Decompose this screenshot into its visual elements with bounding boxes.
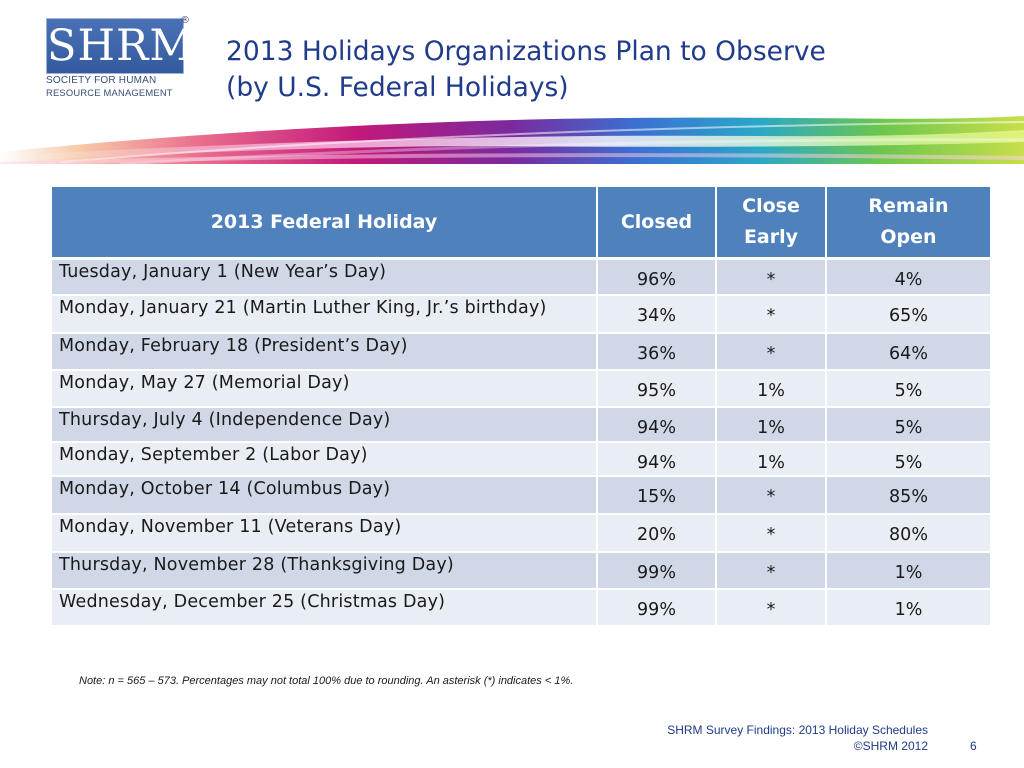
logo-mark: SHRM bbox=[46, 18, 193, 74]
swoosh-graphic bbox=[0, 116, 1024, 164]
table-header-row: 2013 Federal Holiday Closed Close Early … bbox=[52, 187, 990, 260]
remain-open-cell: 1% bbox=[826, 588, 990, 627]
closed-cell: 36% bbox=[597, 332, 717, 371]
remain-open-cell: 65% bbox=[826, 294, 990, 334]
closed-cell: 99% bbox=[597, 551, 717, 590]
header-remain-open-line-2: Open bbox=[880, 226, 937, 248]
table-row: Monday, November 11 (Veterans Day) 20% * 80… bbox=[52, 513, 990, 553]
footer-source: SHRM Survey Findings: 2013 Holiday Sched… bbox=[667, 723, 928, 737]
closed-cell: 96% bbox=[597, 258, 717, 296]
closed-cell: 95% bbox=[597, 369, 717, 408]
remain-open-cell: 1% bbox=[826, 551, 990, 590]
table-row: Thursday, November 28 (Thanksgiving Day)… bbox=[52, 551, 990, 590]
remain-open-cell: 85% bbox=[826, 475, 990, 515]
holiday-cell: Thursday, July 4 (Independence Day) bbox=[52, 406, 598, 443]
holiday-cell: Monday, November 11 (Veterans Day) bbox=[52, 513, 598, 553]
holiday-cell: Monday, February 18 (President’s Day) bbox=[52, 332, 598, 371]
close-early-cell: 1% bbox=[716, 369, 827, 408]
logo-line-1: SOCIETY FOR HUMAN bbox=[46, 75, 157, 86]
remain-open-cell: 4% bbox=[826, 258, 990, 296]
decorative-swoosh-band bbox=[0, 112, 1024, 164]
header-remain-open: Remain Open bbox=[826, 187, 990, 260]
remain-open-cell: 5% bbox=[826, 406, 990, 443]
table-row: Tuesday, January 1 (New Year’s Day) 96% * 4… bbox=[52, 258, 990, 296]
remain-open-cell: 5% bbox=[826, 369, 990, 408]
closed-cell: 94% bbox=[597, 406, 717, 443]
table-row: Thursday, July 4 (Independence Day) 94% 1%… bbox=[52, 406, 990, 443]
slide-footer: SHRM Survey Findings: 2013 Holiday Sched… bbox=[667, 722, 928, 754]
footer-copyright: ©SHRM 2012 bbox=[853, 739, 928, 753]
slide-title: 2013 Holidays Organizations Plan to Obse… bbox=[226, 34, 986, 106]
slide-title-line-1: 2013 Holidays Organizations Plan to Obse… bbox=[226, 36, 826, 67]
header-close-early-line-1: Close bbox=[742, 195, 800, 217]
remain-open-cell: 64% bbox=[826, 332, 990, 371]
shrm-logo: SHRM ® SOCIETY FOR HUMAN RESOURCE MANAGE… bbox=[46, 15, 193, 102]
closed-cell: 20% bbox=[597, 513, 717, 553]
header-close-early-line-2: Early bbox=[743, 226, 799, 248]
holiday-cell: Tuesday, January 1 (New Year’s Day) bbox=[52, 258, 598, 296]
holiday-table: 2013 Federal Holiday Closed Close Early … bbox=[52, 187, 990, 627]
close-early-cell: * bbox=[716, 551, 827, 590]
holiday-cell: Monday, May 27 (Memorial Day) bbox=[52, 369, 598, 408]
page-number: 6 bbox=[970, 739, 977, 753]
close-early-cell: 1% bbox=[716, 406, 827, 443]
close-early-cell: * bbox=[716, 294, 827, 334]
holiday-cell: Monday, September 2 (Labor Day) bbox=[52, 441, 598, 477]
closed-cell: 99% bbox=[597, 588, 717, 627]
table-row: Wednesday, December 25 (Christmas Day) 99… bbox=[52, 588, 990, 627]
header-holiday: 2013 Federal Holiday bbox=[52, 187, 598, 260]
close-early-cell: * bbox=[716, 258, 827, 296]
header-remain-open-line-1: Remain bbox=[868, 195, 949, 217]
table-row: Monday, May 27 (Memorial Day) 95% 1% 5% bbox=[52, 369, 990, 408]
close-early-cell: * bbox=[716, 332, 827, 371]
logo-subtitle: SOCIETY FOR HUMAN RESOURCE MANAGEMENT bbox=[46, 75, 188, 99]
footnote: Note: n = 565 – 573. Percentages may not… bbox=[79, 675, 574, 687]
close-early-cell: * bbox=[716, 588, 827, 627]
header-close-early: Close Early bbox=[716, 187, 827, 260]
closed-cell: 15% bbox=[597, 475, 717, 515]
table-row: Monday, February 18 (President’s Day) 36%… bbox=[52, 332, 990, 371]
closed-cell: 94% bbox=[597, 441, 717, 477]
slide-title-line-2: (by U.S. Federal Holidays) bbox=[226, 72, 569, 103]
close-early-cell: 1% bbox=[716, 441, 827, 477]
registered-mark: ® bbox=[180, 15, 190, 26]
header-closed: Closed bbox=[597, 187, 717, 260]
holiday-cell: Monday, October 14 (Columbus Day) bbox=[52, 475, 598, 515]
holiday-cell: Monday, January 21 (Martin Luther King, … bbox=[52, 294, 598, 334]
table-row: Monday, October 14 (Columbus Day) 15% * 85% bbox=[52, 475, 990, 515]
close-early-cell: * bbox=[716, 513, 827, 553]
holiday-cell: Wednesday, December 25 (Christmas Day) bbox=[52, 588, 598, 627]
remain-open-cell: 5% bbox=[826, 441, 990, 477]
remain-open-cell: 80% bbox=[826, 513, 990, 553]
closed-cell: 34% bbox=[597, 294, 717, 334]
holiday-cell: Thursday, November 28 (Thanksgiving Day) bbox=[52, 551, 598, 590]
table-row: Monday, September 2 (Labor Day) 94% 1% 5% bbox=[52, 441, 990, 477]
close-early-cell: * bbox=[716, 475, 827, 515]
logo-line-2: RESOURCE MANAGEMENT bbox=[46, 87, 173, 98]
table-row: Monday, January 21 (Martin Luther King, … bbox=[52, 294, 990, 334]
